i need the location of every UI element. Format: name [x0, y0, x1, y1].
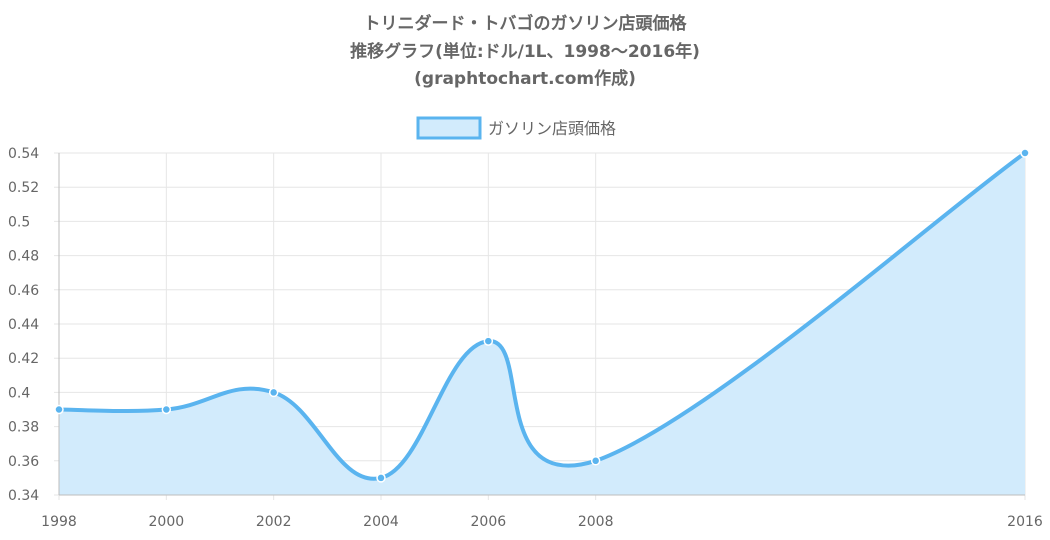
- y-tick-label: 0.54: [8, 146, 39, 162]
- x-tick-label: 2004: [363, 514, 399, 530]
- chart-title-line-3: (graphtochart.com作成): [414, 68, 636, 89]
- y-axis-ticks: 0.54 0.52 0.5 0.48 0.46 0.44 0.42 0.4 0.38 0.36 0.…: [8, 146, 39, 504]
- axes: [58, 153, 1025, 496]
- series-line: [57, 151, 1027, 481]
- y-tick-label: 0.46: [8, 283, 39, 299]
- data-point[interactable]: [268, 387, 279, 398]
- y-tick-label: 0.38: [8, 420, 39, 436]
- chart-title-line-2: 推移グラフ(単位:ドル/1L、1998～2016年): [350, 41, 700, 62]
- area-layer: [57, 151, 1027, 495]
- x-tick-label: 2002: [256, 514, 292, 530]
- y-tick-label: 0.34: [8, 488, 39, 504]
- series-area: [59, 153, 1025, 495]
- data-point[interactable]: [376, 473, 386, 483]
- points: [54, 148, 1030, 483]
- y-tick-label: 0.44: [8, 317, 39, 333]
- legend-label: ガソリン店頭価格: [488, 119, 616, 138]
- data-point[interactable]: [483, 336, 494, 346]
- x-tick-label: 2006: [471, 514, 507, 530]
- x-tick-label: 2000: [149, 514, 185, 530]
- x-tick-label: 2008: [578, 514, 614, 530]
- data-point[interactable]: [54, 404, 64, 415]
- x-axis-ticks: 1998 2000 2002 2004 2006 2008 2016: [41, 514, 1043, 530]
- y-tick-label: 0.48: [8, 249, 39, 265]
- chart-title-line-1: トリニダード・トバゴのガソリン店頭価格: [364, 13, 688, 34]
- x-tick-label: 2016: [1007, 514, 1043, 530]
- y-tick-label: 0.42: [8, 351, 39, 367]
- legend-swatch: [416, 116, 482, 140]
- y-tick-label: 0.4: [8, 385, 30, 401]
- data-point[interactable]: [590, 456, 601, 466]
- y-tick-label: 0.52: [8, 180, 39, 196]
- x-tick-label: 1998: [41, 514, 77, 530]
- y-tick-label: 0.5: [8, 214, 30, 230]
- y-tick-label: 0.36: [8, 454, 39, 470]
- chart-title: トリニダード・トバゴのガソリン店頭価格 推移グラフ(単位:ドル/1L、1998～…: [350, 13, 700, 89]
- data-point[interactable]: [161, 404, 172, 415]
- data-point[interactable]: [1020, 148, 1030, 158]
- legend[interactable]: ガソリン店頭価格: [416, 116, 616, 140]
